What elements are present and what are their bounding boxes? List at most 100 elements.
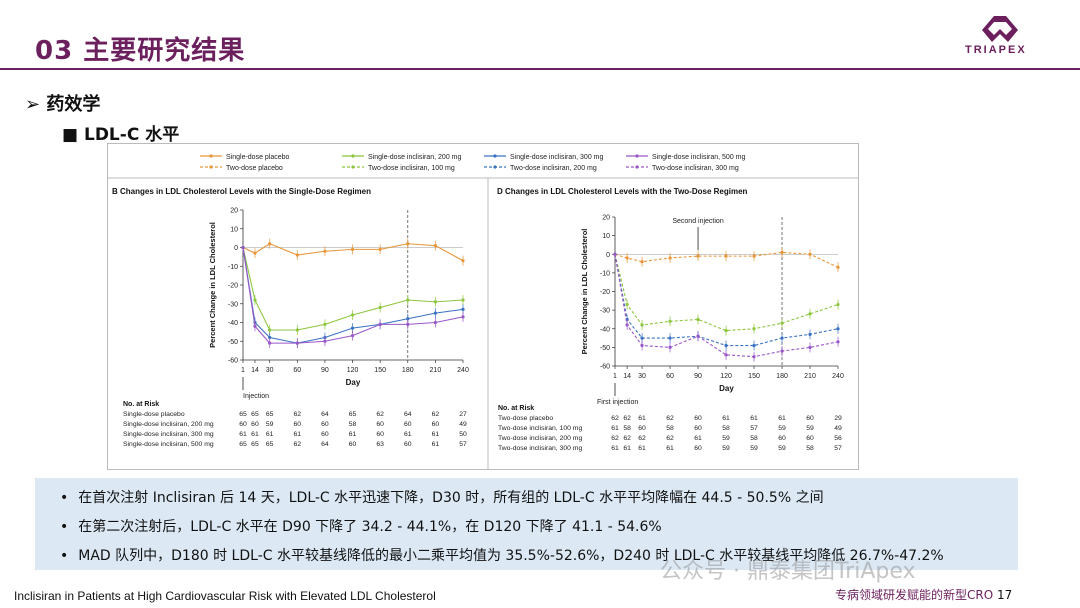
risk-cell: 65 [349, 411, 357, 418]
x-tick-label: 180 [776, 373, 788, 380]
triapex-logo-icon [982, 16, 1018, 42]
risk-cell: 61 [239, 431, 247, 438]
data-point [836, 327, 840, 331]
risk-cell: 61 [750, 415, 758, 422]
risk-cell: 49 [459, 421, 467, 428]
x-axis-label: Day [346, 378, 361, 387]
data-point [461, 307, 465, 311]
data-point [752, 355, 756, 359]
y-tick-label: 20 [602, 215, 610, 222]
risk-cell: 60 [239, 421, 247, 428]
risk-cell: 62 [294, 441, 302, 448]
y-tick-label: 10 [602, 233, 610, 240]
data-point [241, 245, 245, 250]
data-point [808, 312, 812, 316]
legend-marker [209, 165, 213, 169]
data-point [724, 329, 728, 333]
risk-cell: 60 [294, 421, 302, 428]
data-point [433, 244, 437, 248]
y-tick-label: -50 [600, 345, 610, 352]
data-point [640, 260, 644, 264]
risk-cell: 65 [239, 441, 247, 448]
data-point [350, 313, 355, 317]
risk-row-label: Two-dose inclisiran, 300 mg [498, 445, 582, 452]
data-point [323, 322, 327, 326]
legend-marker [351, 154, 355, 158]
y-tick-label: -20 [600, 289, 610, 296]
injection-annotation: Injection [243, 393, 269, 400]
y-tick-label: -50 [228, 339, 238, 346]
x-tick-label: 60 [293, 367, 301, 374]
data-point [406, 242, 410, 246]
risk-cell: 50 [459, 431, 467, 438]
data-point [295, 253, 299, 257]
y-axis-label: Percent Change in LDL Cholesterol [580, 229, 589, 355]
data-point [350, 326, 355, 330]
risk-cell: 62 [294, 411, 302, 418]
data-point [406, 322, 410, 326]
risk-row-label: Single-dose inclisiran, 200 mg [123, 421, 214, 428]
tagline-text: 专病领域研发赋能的新型CRO [835, 588, 994, 602]
risk-cell: 60 [778, 435, 786, 442]
x-tick-label: 120 [347, 367, 359, 374]
risk-cell: 60 [376, 421, 384, 428]
risk-row-label: Single-dose placebo [123, 411, 185, 418]
risk-cell: 65 [266, 441, 274, 448]
risk-cell: 58 [722, 425, 730, 432]
legend-marker [209, 154, 213, 158]
risk-cell: 59 [778, 445, 786, 452]
data-point [668, 345, 672, 349]
risk-cell: 61 [611, 445, 619, 452]
risk-cell: 62 [666, 415, 674, 422]
risk-cell: 65 [266, 411, 274, 418]
data-point [836, 265, 840, 269]
y-tick-label: 10 [230, 226, 238, 233]
data-point [752, 343, 756, 348]
risk-cell: 60 [694, 425, 702, 432]
x-tick-label: 150 [374, 367, 386, 374]
data-point [323, 249, 327, 253]
risk-cell: 59 [722, 435, 730, 442]
data-point [378, 247, 382, 251]
risk-cell: 62 [623, 435, 631, 442]
y-axis-label: Percent Change in LDL Cholesterol [208, 222, 217, 348]
series-line [242, 243, 464, 262]
x-tick-label: 240 [457, 367, 469, 374]
y-tick-label: 0 [606, 252, 610, 259]
risk-cell: 65 [239, 411, 247, 418]
risk-cell: 64 [321, 411, 329, 418]
data-point [433, 320, 437, 325]
data-point [253, 324, 257, 328]
series-line [614, 254, 839, 358]
risk-cell: 61 [432, 441, 440, 448]
risk-cell: 61 [349, 431, 357, 438]
series-line [614, 251, 839, 268]
risk-cell: 58 [349, 421, 357, 428]
data-point [461, 315, 465, 319]
data-point [836, 340, 840, 344]
risk-cell: 62 [432, 411, 440, 418]
finding-item: MAD 队列中，D180 时 LDL-C 水平较基线降低的最小二乘平均值为 35… [60, 542, 1018, 571]
data-point [668, 256, 672, 260]
x-tick-label: 14 [251, 367, 259, 374]
risk-cell: 59 [750, 445, 758, 452]
risk-cell: 59 [806, 425, 814, 432]
chart-figure: Single-dose placebo Single-dose inclisira… [108, 154, 858, 469]
risk-cell: 61 [266, 431, 274, 438]
risk-row-label: Single-dose inclisiran, 500 mg [123, 441, 214, 448]
legend-label: Two-dose inclisiran, 200 mg [510, 165, 597, 172]
risk-cell: 61 [623, 445, 631, 452]
data-point [268, 242, 272, 246]
risk-cell: 61 [694, 435, 702, 442]
data-point [268, 328, 272, 332]
data-point [780, 336, 784, 340]
data-point [461, 259, 465, 263]
legend-label: Single-dose inclisiran, 500 mg [652, 154, 745, 161]
risk-cell: 59 [778, 425, 786, 432]
risk-cell: 62 [638, 435, 646, 442]
data-point [780, 250, 784, 254]
risk-cell: 58 [750, 435, 758, 442]
risk-cell: 62 [623, 415, 631, 422]
risk-cell: 61 [611, 425, 619, 432]
series-line [242, 247, 464, 344]
